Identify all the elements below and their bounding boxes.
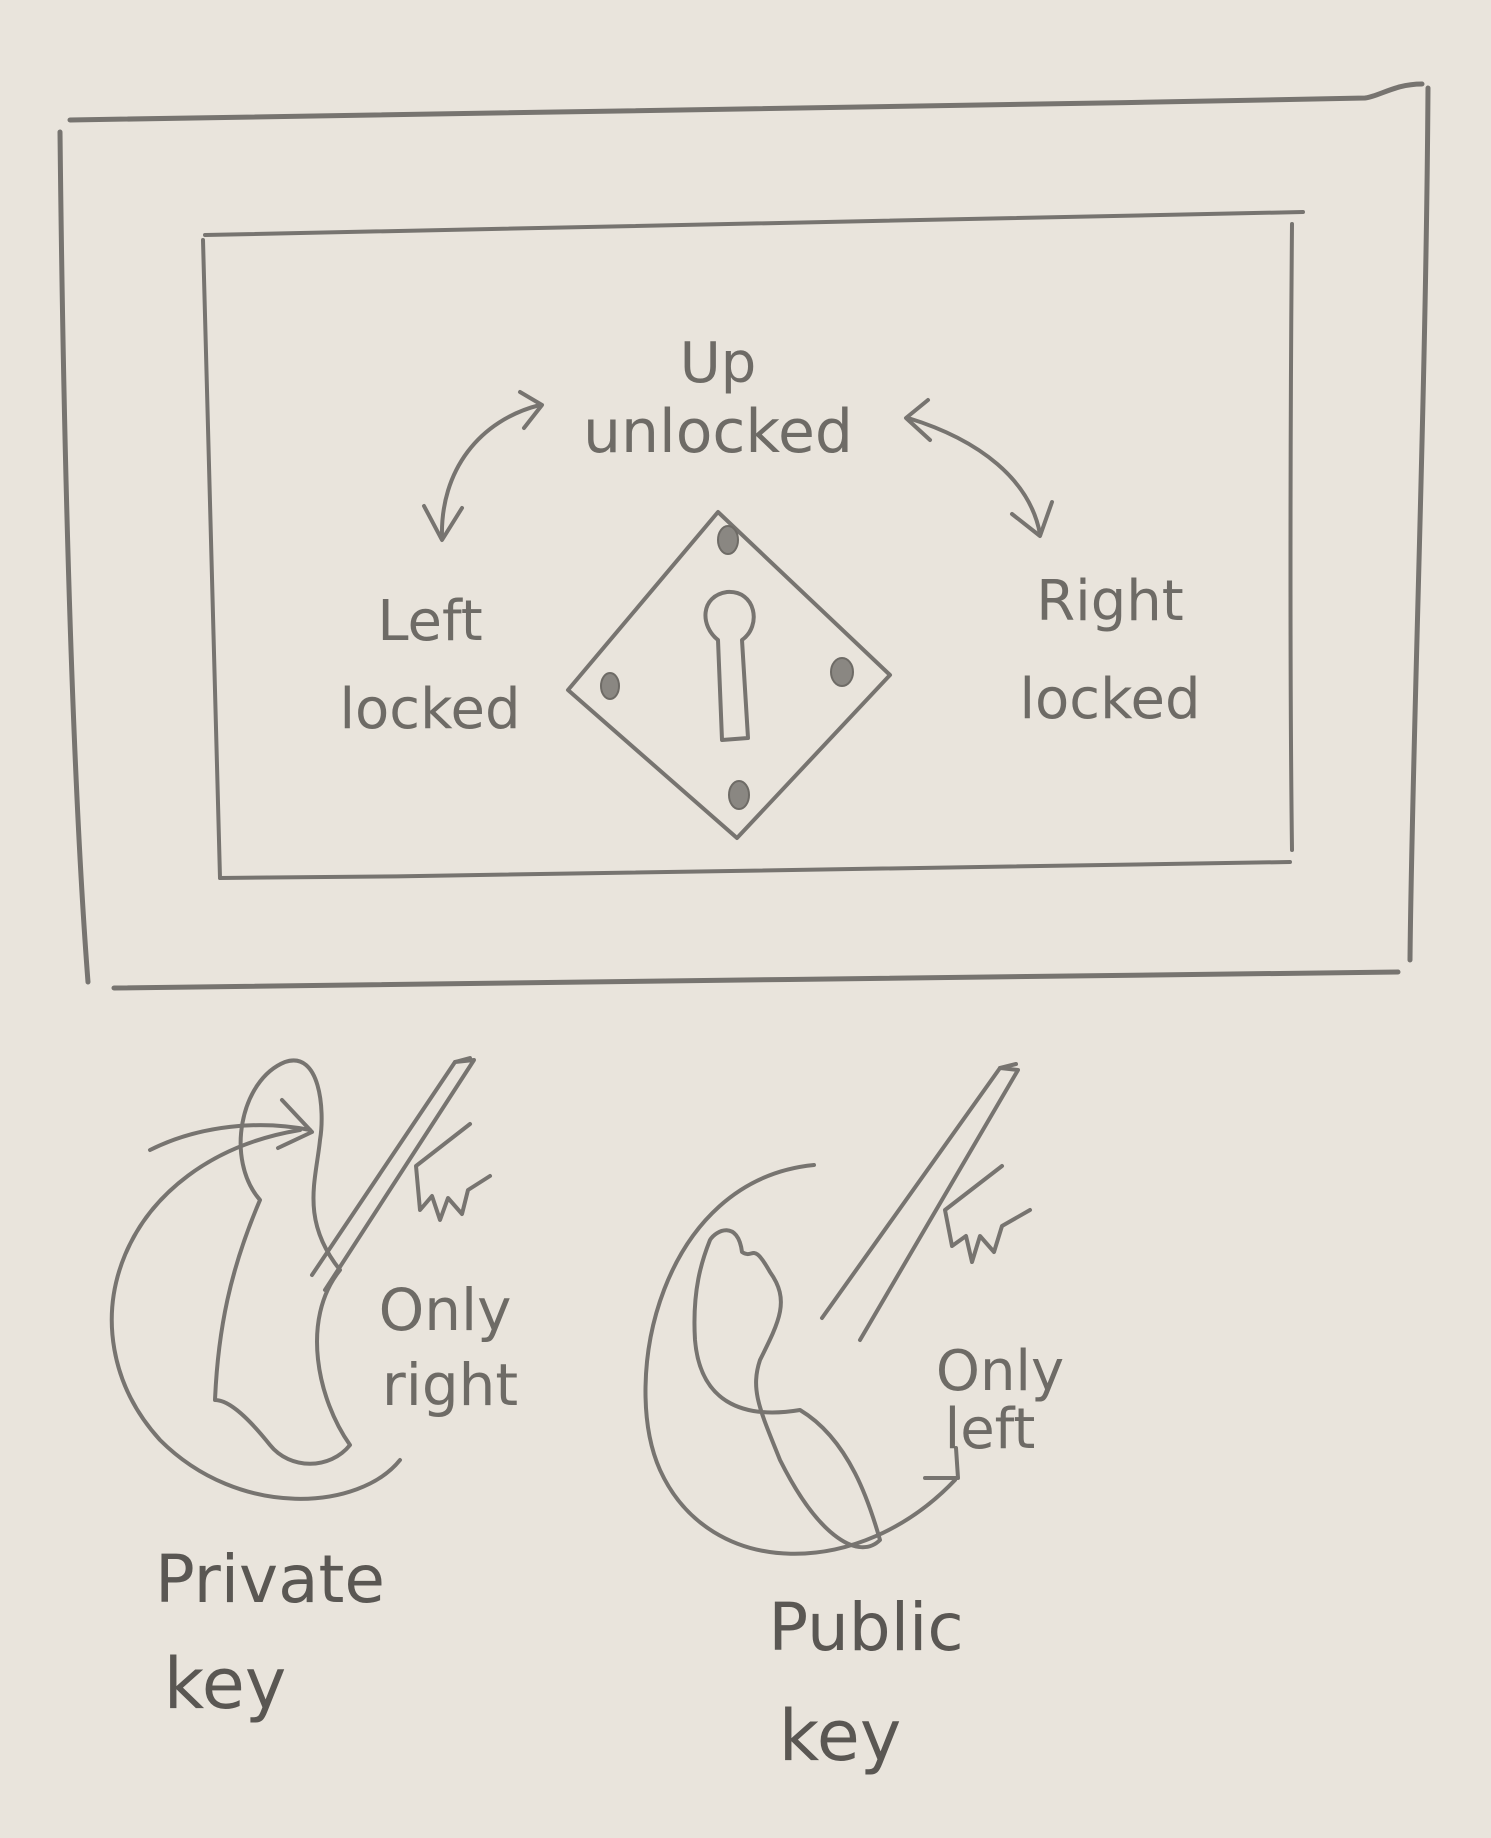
state-left-line1: Left xyxy=(377,589,482,654)
private-key-direction: Only right xyxy=(379,1276,519,1419)
keyhole-plate-icon xyxy=(566,510,892,840)
state-up: Up unlocked xyxy=(583,331,853,467)
state-left: Left locked xyxy=(339,589,520,742)
private-key-icon xyxy=(110,1056,492,1501)
public-key-direction-line2: left xyxy=(945,1397,1036,1462)
public-key-name-line1: Public xyxy=(768,1589,963,1666)
state-right: Right locked xyxy=(1019,569,1200,732)
state-up-line1: Up xyxy=(680,331,757,396)
inner-frame xyxy=(201,210,1305,880)
public-key-icon xyxy=(643,1062,1032,1556)
double-arrow-up-left-icon xyxy=(422,390,544,542)
private-key-direction-line2: right xyxy=(382,1351,518,1419)
state-up-line2: unlocked xyxy=(583,397,853,467)
private-key-name-line1: Private xyxy=(155,1541,385,1618)
state-left-line2: locked xyxy=(339,677,520,742)
public-key-direction: Only left xyxy=(936,1339,1064,1462)
private-key-name-line2: key xyxy=(164,1643,287,1725)
public-key-name-line2: key xyxy=(779,1695,902,1777)
outer-frame xyxy=(57,81,1431,991)
state-right-line2: locked xyxy=(1019,667,1200,732)
public-key-direction-line1: Only xyxy=(936,1339,1064,1404)
private-key-label: Private key xyxy=(155,1541,385,1725)
private-key-direction-line1: Only xyxy=(379,1276,512,1344)
public-key-label: Public key xyxy=(768,1589,963,1777)
double-arrow-up-right-icon xyxy=(904,398,1054,538)
state-right-line1: Right xyxy=(1036,569,1183,634)
